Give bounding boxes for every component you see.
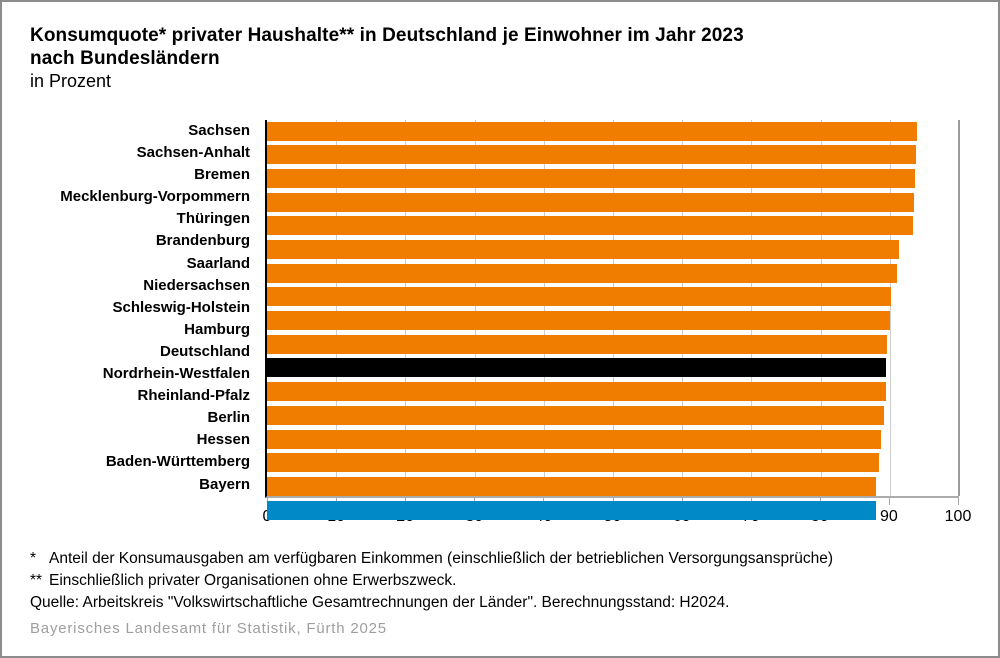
bar-row	[267, 216, 959, 238]
bar	[267, 311, 891, 331]
bar-row	[267, 121, 959, 144]
credit-line: Bayerisches Landesamt für Statistik, Für…	[30, 620, 387, 637]
source-text: Quelle: Arbeitskreis "Volkswirtschaftlic…	[30, 594, 730, 611]
axis-tick	[888, 498, 890, 505]
bar-row	[267, 311, 959, 333]
bar-row	[267, 476, 959, 499]
bar	[267, 240, 900, 260]
footnote-marker: *	[30, 550, 37, 567]
bar	[267, 192, 915, 212]
bar-row	[267, 429, 959, 452]
gridline	[474, 120, 476, 496]
gridline	[820, 120, 822, 496]
page-subtitle: in Prozent	[30, 71, 112, 91]
bar-row	[267, 453, 959, 475]
bar-label: Schleswig-Holstein	[112, 298, 250, 316]
bar-label: Rheinland-Pfalz	[137, 387, 250, 405]
axis-tick-label: 100	[944, 508, 972, 525]
page-title-line2: nach Bundesländern	[30, 48, 220, 69]
bar-label: Baden-Württemberg	[105, 453, 250, 471]
gridline	[613, 120, 614, 496]
axis-tick	[958, 498, 959, 505]
axis-tick-label: 90	[879, 508, 898, 525]
bar-row	[267, 358, 959, 380]
gridline	[751, 120, 753, 496]
bar-label: Niedersachsen	[143, 276, 250, 294]
footnotes: * Anteil der Konsumausgaben am verfügbar…	[30, 548, 970, 614]
footnote-line: * Anteil der Konsumausgaben am verfügbar…	[30, 548, 970, 570]
footnote-text: Anteil der Konsumausgaben am verfügbaren…	[49, 550, 834, 567]
plot-area	[265, 120, 960, 520]
bar	[267, 405, 884, 425]
bar-label: Hamburg	[184, 320, 250, 338]
bar-label: Nordrhein-Westfalen	[102, 365, 250, 383]
gridline	[543, 120, 545, 496]
bar	[267, 382, 886, 402]
title-block: Konsumquote* privater Haushalte** in Deu…	[30, 24, 950, 93]
gridline	[958, 120, 960, 496]
bar	[267, 121, 917, 141]
bar	[267, 263, 897, 283]
gridline	[336, 120, 338, 496]
grid-layer	[267, 120, 960, 496]
bar	[267, 358, 887, 378]
bar	[267, 500, 876, 520]
bar-row	[267, 405, 959, 428]
bar-label: Sachsen	[188, 122, 250, 139]
bar-label: Bayern	[199, 475, 250, 493]
bar-row	[267, 192, 959, 215]
bar-row	[267, 382, 959, 404]
bar-label: Berlin	[207, 409, 250, 427]
footnote-line: ** Einschließlich privater Organisatione…	[30, 570, 970, 592]
page-title-line1: Konsumquote* privater Haushalte** in Deu…	[30, 25, 744, 46]
bar-label: Mecklenburg-Vorpommern	[60, 188, 250, 206]
bar	[267, 216, 914, 236]
gridline	[889, 120, 891, 496]
gridline	[405, 120, 407, 496]
gridline	[682, 120, 684, 496]
bar	[267, 287, 892, 307]
bar-row	[267, 263, 959, 286]
label-column: Sachsen Sachsen-Anhalt Bremen Mecklenburg-V…	[2, 120, 250, 498]
bar-label: Hessen	[196, 431, 250, 449]
bar-row	[267, 334, 959, 357]
footnote-text: Einschließlich privater Organisationen o…	[49, 572, 457, 589]
bar-label: Saarland	[186, 254, 250, 272]
bar-label: Sachsen-Anhalt	[136, 144, 250, 162]
bar-label: Brandenburg	[155, 232, 250, 250]
footnote-marker: **	[30, 572, 43, 589]
bar-row	[267, 500, 959, 523]
bar-row	[267, 240, 959, 262]
bar-label: Deutschland	[159, 342, 250, 360]
bar-label: Bremen	[194, 166, 250, 184]
bar	[267, 145, 917, 165]
bar-row	[267, 168, 959, 191]
bar	[267, 334, 888, 354]
rows-layer	[267, 120, 959, 520]
bar	[267, 429, 881, 449]
footnote-line-source: Quelle: Arbeitskreis "Volkswirtschaftlic…	[30, 592, 970, 614]
bar-label: Thüringen	[176, 210, 250, 228]
bar-row	[267, 287, 959, 309]
bar	[267, 168, 915, 188]
bar	[267, 453, 880, 473]
bar-row	[267, 145, 959, 167]
bar	[267, 476, 876, 496]
